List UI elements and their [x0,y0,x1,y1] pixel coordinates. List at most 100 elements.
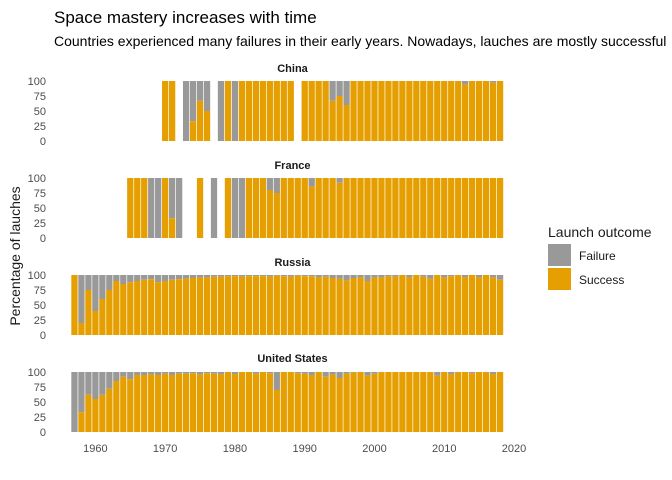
bar-failure-china-1973 [182,81,190,141]
bar-success-china-2000 [371,81,378,141]
bar-failure-russia-1999 [364,275,371,281]
legend-label-success: Success [579,273,624,287]
legend-label-failure: Failure [579,249,616,263]
bar-failure-united-states-1973 [182,372,190,374]
bar-success-united-states-2002 [385,372,392,432]
x-tick-label: 1980 [223,443,247,455]
bar-failure-russia-1989 [294,275,301,276]
bar-success-united-states-1979 [224,372,232,432]
bar-success-france-1984 [259,178,266,238]
bar-success-united-states-1962 [106,388,113,432]
bar-success-russia-2012 [455,275,462,335]
bar-success-china-1990 [301,81,308,141]
bar-success-china-2012 [455,81,462,141]
bar-success-france-1971 [169,218,176,238]
bar-failure-russia-1967 [141,275,148,280]
y-tick-label: 0 [40,427,46,439]
bar-success-france-2018 [496,178,504,238]
bar-success-russia-1992 [315,277,322,335]
bar-success-russia-1970 [162,281,169,335]
bar-success-russia-2013 [462,277,469,335]
bar-failure-united-states-1966 [134,372,141,375]
legend: Launch outcome Failure Success [548,224,652,290]
bar-failure-united-states-1996 [343,372,350,374]
bar-failure-united-states-1957 [71,372,78,432]
bar-success-russia-1971 [169,279,176,335]
bar-success-china-1988 [287,81,294,141]
bar-failure-united-states-1971 [169,372,176,375]
bar-failure-france-1980 [231,178,239,238]
bar-failure-united-states-2011 [448,372,455,375]
bar-success-russia-2016 [482,275,490,335]
bar-failure-russia-2001 [378,275,385,278]
bar-failure-united-states-2017 [489,372,497,375]
bar-success-france-1993 [322,178,329,238]
bar-failure-united-states-1963 [113,372,120,381]
bar-failure-russia-2011 [448,275,455,277]
bar-success-united-states-1982 [245,372,253,432]
bar-success-united-states-1970 [162,373,169,432]
bar-success-france-2005 [406,178,413,238]
bar-failure-china-1980 [231,81,239,141]
bar-success-china-1981 [238,81,246,141]
bar-failure-russia-2000 [371,275,378,278]
bar-failure-china-1994 [329,81,336,101]
bar-success-russia-1957 [71,275,78,335]
bar-success-united-states-1958 [78,412,85,432]
bar-success-united-states-2014 [469,373,476,432]
legend-swatch-failure [548,244,571,266]
chart-title: Space mastery increases with time [54,8,317,27]
bar-success-united-states-2018 [496,372,504,432]
bar-failure-russia-2018 [496,275,504,280]
bar-success-china-1986 [273,81,280,141]
bar-failure-united-states-2009 [434,372,441,376]
y-tick-label: 100 [28,270,46,282]
bar-failure-russia-1973 [182,275,190,279]
bar-failure-russia-2007 [420,275,427,277]
bar-success-united-states-1997 [350,372,357,432]
bar-success-russia-1995 [336,278,343,335]
bar-success-china-1998 [357,81,364,141]
bar-failure-russia-1972 [175,275,183,280]
bar-success-russia-1965 [127,282,134,335]
bar-success-russia-1979 [224,276,232,335]
y-tick-label: 100 [28,173,46,185]
bar-failure-russia-1987 [280,275,287,277]
bar-success-france-1999 [364,178,371,238]
bar-success-united-states-1993 [322,376,329,432]
bar-success-united-states-2016 [482,372,490,432]
bar-success-united-states-2010 [441,372,448,432]
bar-success-france-2006 [413,178,420,238]
y-tick-label: 75 [34,285,46,297]
bar-success-france-1987 [280,178,287,238]
bar-success-france-1995 [336,182,343,238]
bar-failure-russia-1990 [301,275,308,277]
bar-success-united-states-1964 [120,376,127,432]
bar-failure-united-states-1958 [78,372,85,413]
bar-success-united-states-2011 [448,374,455,432]
x-tick-label: 2000 [362,443,386,455]
bar-success-united-states-2006 [413,372,420,432]
bar-success-united-states-2013 [462,372,469,432]
y-tick-label: 25 [34,121,46,133]
bar-success-china-2013 [462,84,469,141]
bar-success-united-states-1998 [357,372,364,432]
bar-failure-united-states-1960 [92,372,99,399]
bar-success-france-1975 [196,178,204,238]
bar-success-china-2011 [448,81,455,141]
bar-failure-france-1971 [169,178,176,219]
bar-success-china-2010 [441,81,448,141]
bar-success-united-states-1985 [266,373,273,432]
bar-success-russia-1988 [287,276,294,335]
bar-success-france-1967 [141,178,148,238]
bar-failure-united-states-1995 [336,372,343,378]
bar-failure-russia-1981 [238,275,246,277]
bar-failure-russia-2017 [489,275,497,278]
bar-success-russia-1958 [78,323,85,335]
bar-success-russia-1993 [322,276,329,335]
bar-success-france-1983 [252,178,260,238]
bar-success-russia-2005 [406,277,413,335]
bar-success-china-2001 [378,81,385,141]
bar-failure-united-states-1983 [252,372,260,374]
bar-success-russia-1973 [182,278,190,335]
